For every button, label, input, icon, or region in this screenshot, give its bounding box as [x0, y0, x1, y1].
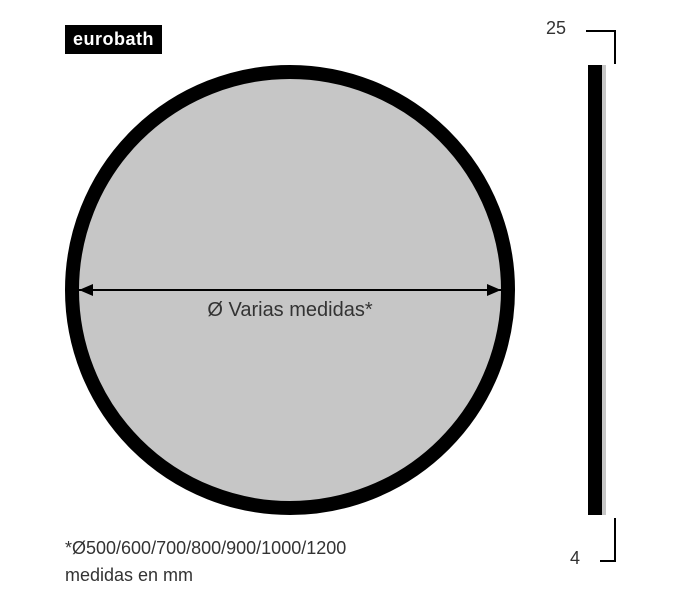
arrow-left-icon — [79, 284, 93, 296]
footnote-sizes: *Ø500/600/700/800/900/1000/1200 — [65, 538, 346, 559]
dimension-bottom-label: 4 — [570, 548, 580, 569]
side-view-frame — [588, 65, 602, 515]
dimension-top-label: 25 — [546, 18, 566, 39]
footnote-units: medidas en mm — [65, 565, 193, 586]
diameter-dimension-line — [79, 289, 501, 291]
dimension-line — [614, 518, 616, 562]
front-view: Ø Varias medidas* — [65, 65, 515, 515]
side-view-glass — [602, 65, 606, 515]
dimension-line — [586, 30, 616, 32]
brand-logo: eurobath — [65, 25, 162, 54]
dimension-line — [614, 30, 616, 64]
diameter-label: Ø Varias medidas* — [207, 299, 372, 322]
arrow-right-icon — [487, 284, 501, 296]
